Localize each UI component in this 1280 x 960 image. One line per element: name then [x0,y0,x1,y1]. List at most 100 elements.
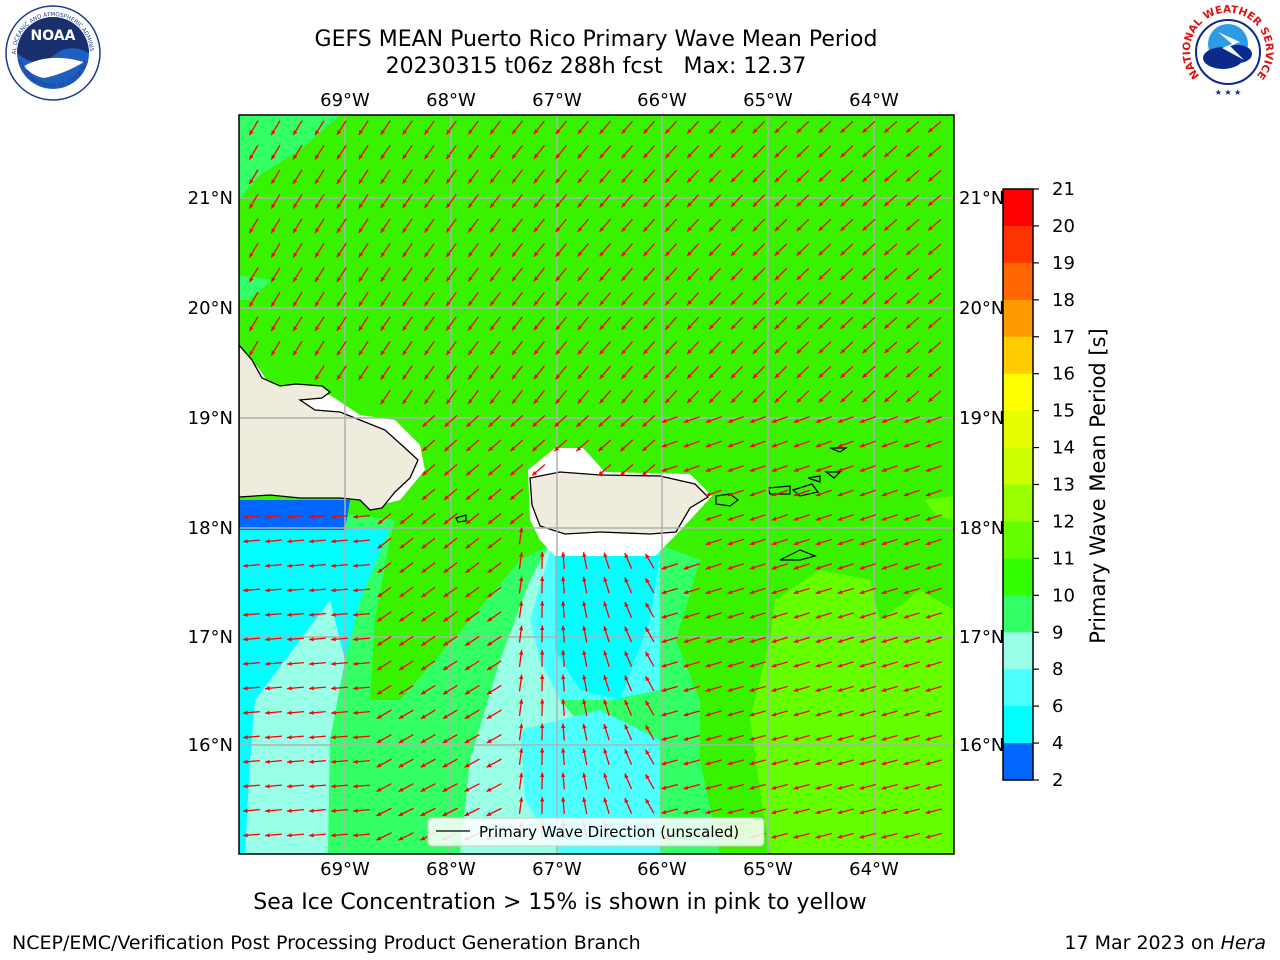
wave-arrow-head [928,348,933,353]
wave-arrow-head [749,492,755,497]
wave-arrow-head [881,492,887,497]
wave-arrow-head [928,250,933,255]
wave-arrow-head [444,495,449,500]
wave-arrow-head [309,833,314,838]
wave-arrow-head [309,661,314,666]
wave-arrow-head [598,470,603,476]
footer-right: 17 Mar 2023 on Hera [1064,932,1266,954]
wave-arrow-head [443,617,449,622]
wave-arrow-head [661,418,667,423]
wave-arrow-head [709,300,714,305]
wave-arrow-head [287,637,292,642]
wave-arrow-head [705,467,711,472]
map-legend: Primary Wave Direction (unscaled) [427,817,765,847]
wave-arrow-head [540,601,545,606]
wave-arrow-head [815,589,821,595]
wave-arrow-head [837,492,843,497]
wave-arrow-head [881,810,887,815]
wave-arrow-head [796,324,802,330]
wave-arrow-head [603,601,608,607]
wave-arrow-head [621,153,627,159]
wave-arrow-head [287,686,292,691]
wave-arrow-head [730,202,736,207]
colorbar-segment [1003,225,1033,264]
wave-arrow-head [903,418,909,423]
colorbar-tick-label: 15 [1052,401,1075,422]
wave-arrow-head [620,422,626,427]
wave-arrow-head [621,300,627,306]
wave-arrow-head [727,712,733,717]
wave-arrow-head [376,836,382,841]
wave-arrow-head [928,152,933,157]
wave-arrow-head [293,179,298,185]
wave-arrow-head [881,687,887,692]
wave-arrow-head [840,348,846,354]
wave-arrow-head [683,687,689,692]
wave-arrow-head [709,275,714,281]
wave-arrow-head [903,565,909,570]
wave-arrow-head [661,761,667,766]
wave-arrow-head [705,638,711,644]
wave-arrow-head [420,714,426,719]
wave-arrow-head [928,323,933,329]
wave-arrow-head [683,443,689,448]
wave-arrow-head [771,443,777,448]
wave-arrow-head [730,300,736,305]
wave-arrow-head [490,178,495,184]
wave-arrow-head [561,576,566,582]
wave-arrow-head [265,759,270,764]
wave-arrow-head [818,128,824,133]
wave-arrow-head [730,153,736,158]
wave-arrow-head [683,663,689,668]
wave-arrow-head [727,638,733,644]
wave-arrow-head [532,422,538,427]
wave-arrow-head [881,614,887,619]
wave-arrow-head [402,178,407,184]
wave-arrow-head [331,637,336,642]
wave-arrow-head [752,398,758,403]
wave-arrow-head [621,177,627,183]
sea-ice-caption: Sea Ice Concentration > 15% is shown in … [253,890,867,915]
wave-arrow-head [815,810,821,815]
wave-arrow-head [293,130,298,136]
wave-arrow-head [577,153,583,159]
colorbar-segment [1003,189,1033,227]
wave-arrow-head [793,418,799,423]
wave-arrow-head [925,810,931,815]
wave-arrow-head [271,179,276,185]
wave-arrow-head [315,130,320,135]
wave-arrow-head [749,467,755,472]
lon-label: 67°W [532,859,582,880]
wave-arrow-head [903,589,909,595]
wave-arrow-head [518,797,524,802]
lat-label: 16°N [959,735,1004,756]
colorbar-tick-label: 6 [1052,696,1063,717]
wave-arrow-head [468,252,473,257]
colorbar-segment [1003,521,1033,559]
wave-arrow-head [533,129,539,135]
wave-arrow-head [353,588,358,593]
wave-arrow-head [730,128,736,134]
wave-arrow-head [243,808,248,813]
wave-arrow-head [582,797,587,803]
wave-arrow-head [487,519,493,525]
wave-arrow-head [621,398,627,404]
wave-arrow-head [265,686,270,691]
wave-arrow-head [420,738,426,743]
wave-arrow-head [815,785,821,790]
wave-arrow-head [793,663,799,668]
wave-arrow-head [661,467,667,472]
wave-arrow-head [599,325,605,330]
wave-arrow-head [490,227,495,233]
wave-arrow-head [249,179,254,185]
wave-arrow-head [645,676,650,682]
wave-arrow-head [925,663,931,668]
wave-arrow-head [353,661,358,666]
wave-arrow-head [793,761,799,766]
wave-arrow-head [399,641,405,646]
wave-arrow-head [466,470,471,476]
wave-arrow-head [796,397,802,403]
wave-arrow-head [815,565,821,570]
wave-arrow-head [837,687,843,692]
